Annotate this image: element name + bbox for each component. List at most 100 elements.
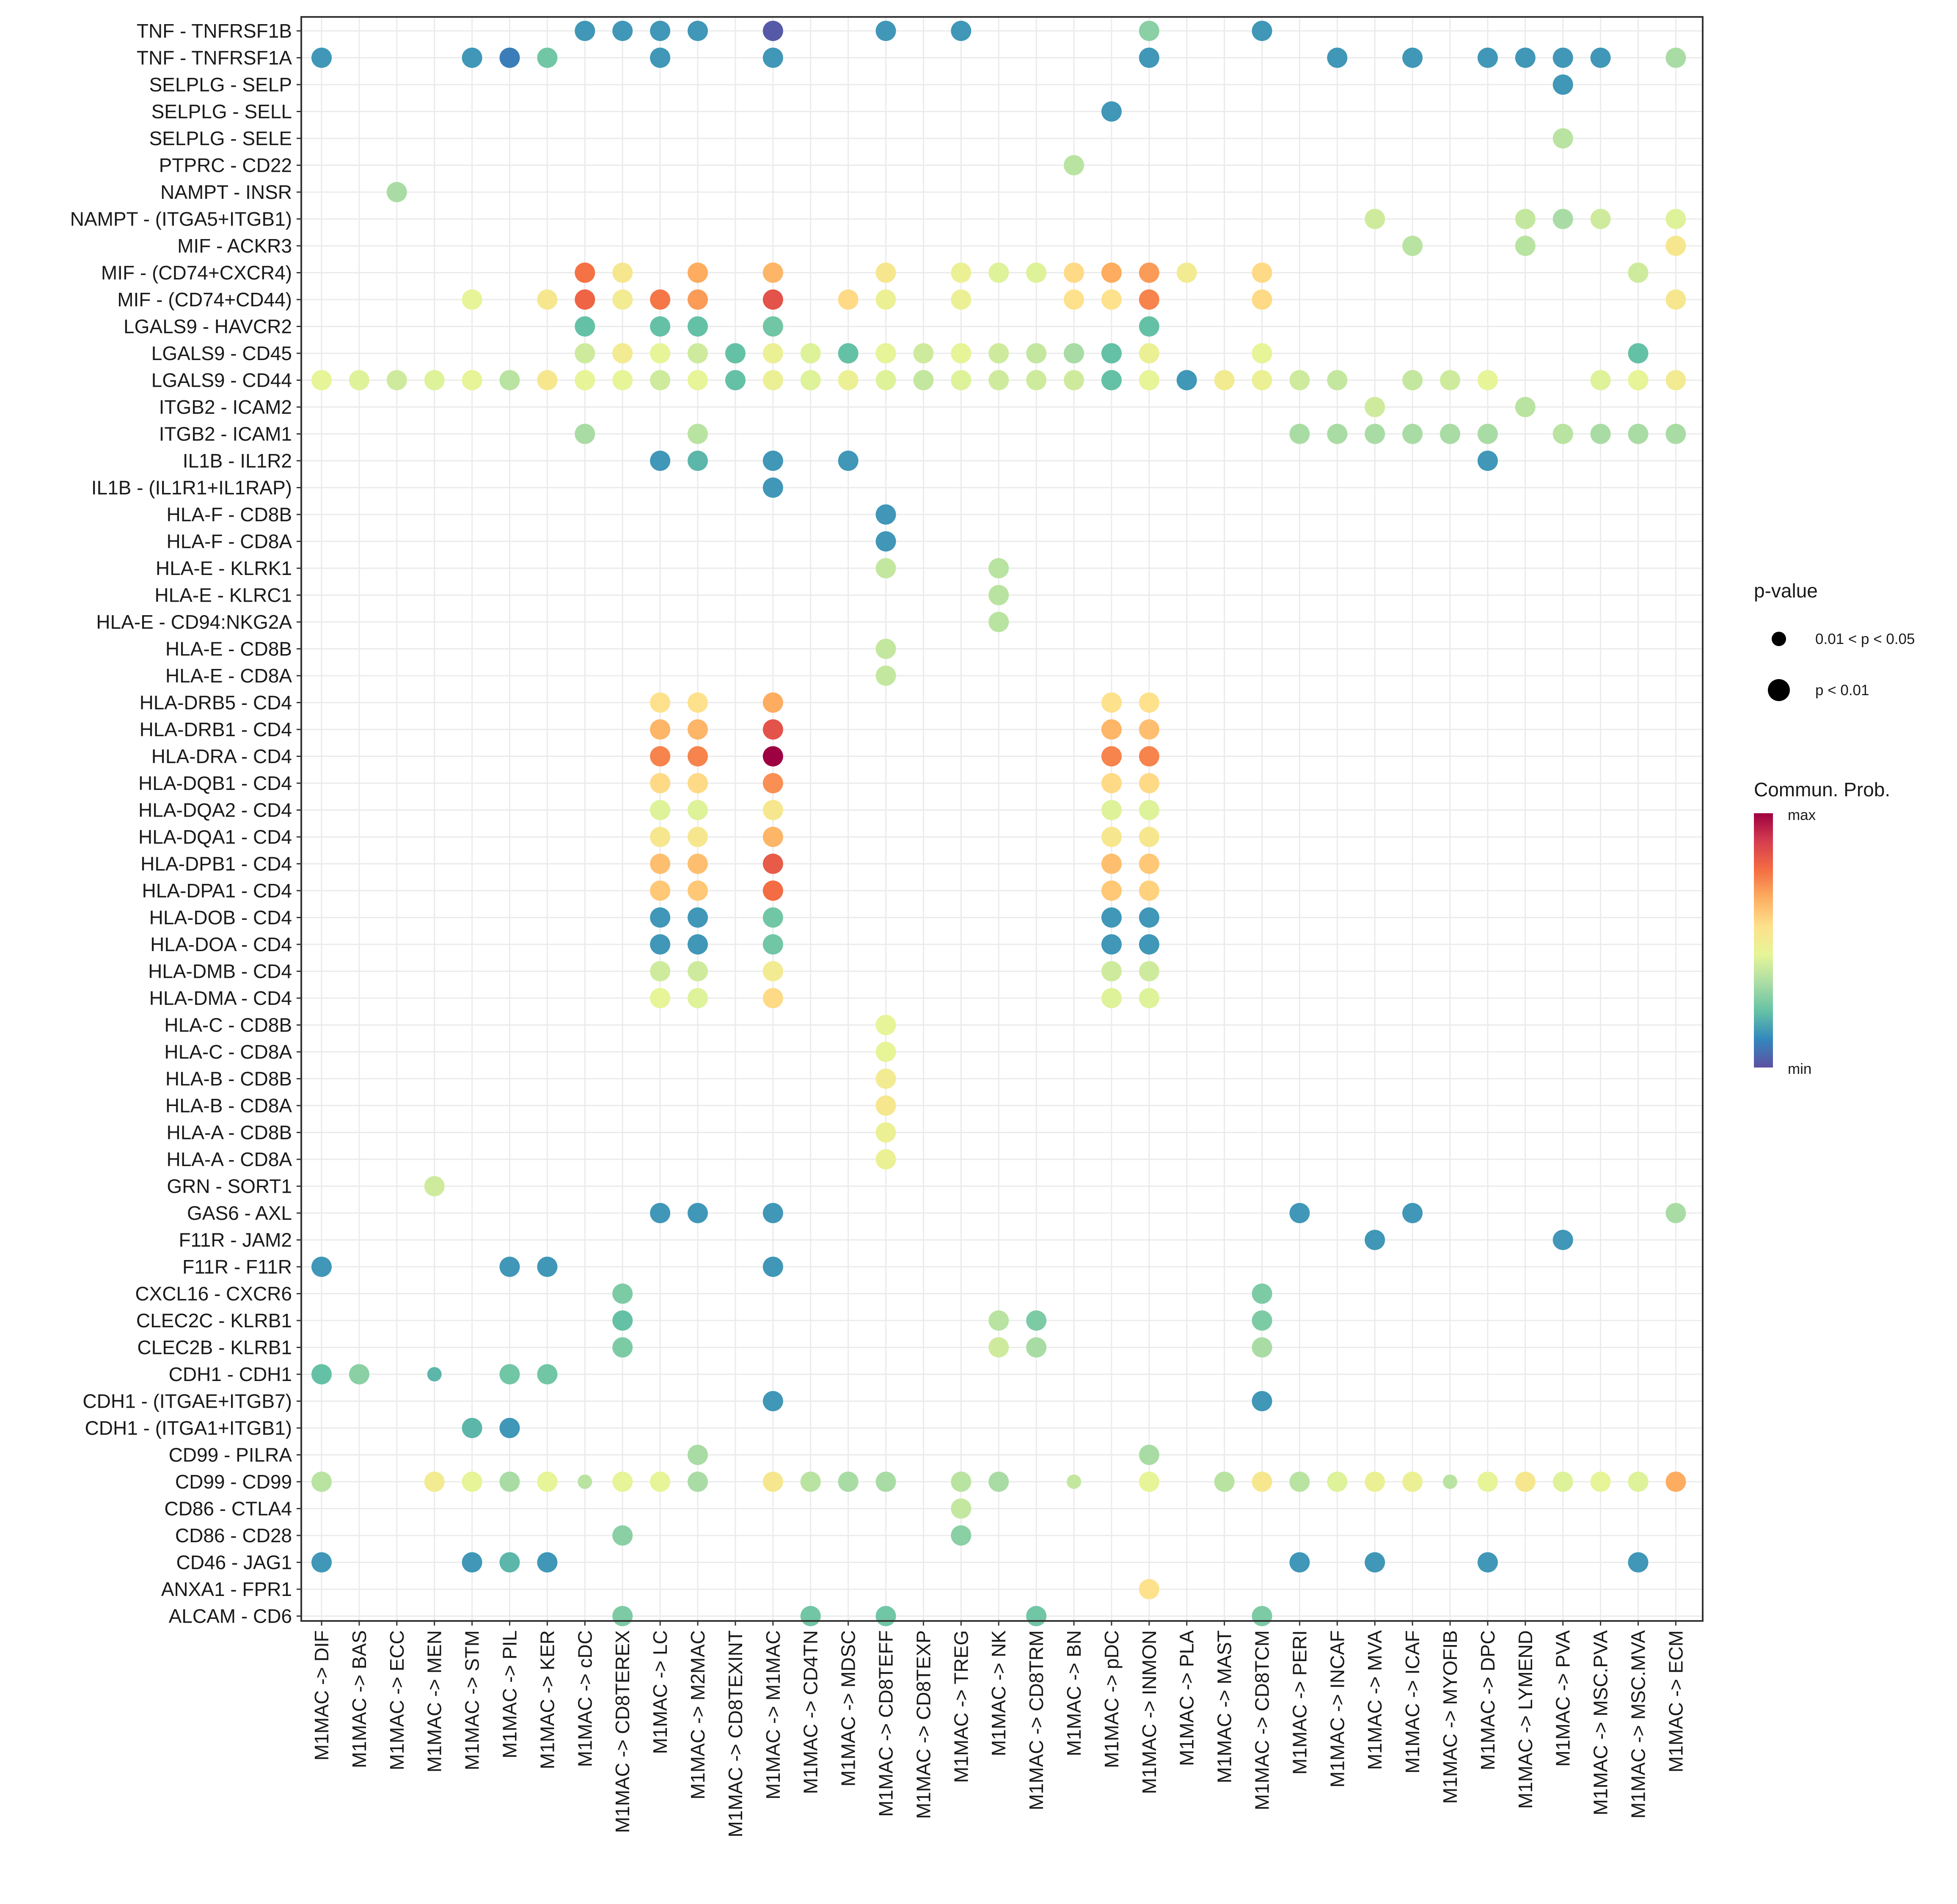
- data-point: [1365, 1552, 1385, 1573]
- data-point: [612, 1283, 633, 1304]
- data-point: [875, 370, 896, 391]
- data-point: [762, 1391, 783, 1411]
- data-point: [311, 1472, 332, 1492]
- y-tick-label: CD99 - CD99: [175, 1471, 292, 1493]
- data-point: [951, 343, 972, 363]
- data-point: [688, 746, 708, 767]
- y-tick-label: CD99 - PILRA: [169, 1444, 292, 1466]
- data-point: [650, 316, 671, 337]
- data-point: [537, 1257, 558, 1277]
- x-tick-label: M1MAC -> CD8TEXINT: [724, 1630, 746, 1837]
- data-point: [688, 692, 708, 713]
- data-point: [650, 961, 671, 982]
- color-legend: Commun. Prob. max min: [1754, 779, 1890, 1077]
- data-point: [838, 343, 859, 363]
- y-tick-label: HLA-DQA2 - CD4: [138, 799, 292, 821]
- data-point: [1101, 289, 1122, 310]
- data-point: [575, 424, 595, 444]
- data-point: [650, 907, 671, 928]
- data-point: [762, 961, 783, 982]
- data-point: [1101, 907, 1122, 928]
- data-point: [875, 1095, 896, 1116]
- data-point: [1402, 1472, 1423, 1492]
- data-point: [612, 21, 633, 41]
- data-point: [1552, 74, 1573, 95]
- data-point: [1139, 1445, 1159, 1465]
- data-point: [1477, 370, 1498, 391]
- data-point: [537, 1364, 558, 1384]
- data-point: [1515, 1472, 1536, 1492]
- y-tick-label: HLA-DMA - CD4: [149, 987, 292, 1009]
- data-point: [1665, 424, 1686, 444]
- y-tick-label: GRN - SORT1: [167, 1175, 292, 1197]
- data-point: [988, 262, 1009, 283]
- data-point: [1214, 1472, 1235, 1492]
- data-point: [951, 21, 972, 41]
- data-point: [1665, 1472, 1686, 1492]
- y-tick-label: GAS6 - AXL: [187, 1202, 292, 1224]
- y-tick-label: TNF - TNFRSF1B: [137, 20, 292, 42]
- data-point: [1101, 692, 1122, 713]
- data-point: [1139, 370, 1159, 391]
- data-point: [1289, 1552, 1310, 1573]
- data-point: [1101, 827, 1122, 847]
- data-point: [612, 262, 633, 283]
- data-point: [688, 719, 708, 740]
- data-point: [1665, 209, 1686, 229]
- data-point: [1628, 262, 1649, 283]
- data-point: [1139, 907, 1159, 928]
- data-point: [1552, 1230, 1573, 1250]
- data-point: [688, 343, 708, 363]
- y-axis-tick-labels: TNF - TNFRSF1B TNF - TNFRSF1A SELPLG - SEL…: [70, 20, 301, 1627]
- data-point: [575, 316, 595, 337]
- data-point: [1101, 961, 1122, 982]
- data-point: [988, 343, 1009, 363]
- y-tick-label: HLA-DPB1 - CD4: [140, 853, 292, 875]
- y-tick-label: MIF - (CD74+CD44): [117, 289, 292, 311]
- data-point: [951, 1525, 972, 1546]
- data-point: [762, 477, 783, 498]
- data-point: [951, 262, 972, 283]
- data-point: [1101, 343, 1122, 363]
- y-tick-label: ITGB2 - ICAM2: [159, 396, 292, 418]
- x-tick-label: M1MAC -> DIF: [311, 1630, 333, 1761]
- data-point: [1327, 47, 1348, 68]
- data-point: [913, 343, 934, 363]
- y-tick-label: HLA-B - CD8A: [165, 1095, 292, 1117]
- y-tick-label: HLA-B - CD8B: [165, 1068, 292, 1090]
- x-tick-label: M1MAC -> TREG: [950, 1630, 972, 1783]
- data-point: [688, 880, 708, 901]
- x-tick-label: M1MAC -> MEN: [424, 1630, 446, 1772]
- data-point: [537, 1472, 558, 1492]
- data-point: [1139, 316, 1159, 337]
- data-point: [1477, 47, 1498, 68]
- data-point: [1139, 1472, 1159, 1492]
- y-tick-label: CD86 - CTLA4: [164, 1498, 292, 1520]
- data-point: [762, 800, 783, 820]
- data-point: [688, 934, 708, 955]
- data-point: [1590, 1472, 1611, 1492]
- x-tick-label: M1MAC -> CD8TEREX: [611, 1630, 633, 1833]
- data-point: [650, 343, 671, 363]
- data-point: [1402, 47, 1423, 68]
- data-point: [462, 1418, 482, 1438]
- x-tick-label: M1MAC -> ECM: [1665, 1630, 1687, 1772]
- data-point: [1402, 424, 1423, 444]
- data-point: [575, 343, 595, 363]
- pvalue-legend-small-dot: [1772, 632, 1786, 646]
- data-point: [578, 1475, 592, 1489]
- data-point: [650, 47, 671, 68]
- data-point: [1515, 209, 1536, 229]
- data-point: [1139, 800, 1159, 820]
- data-point: [1515, 47, 1536, 68]
- y-tick-label: HLA-E - CD94:NKG2A: [96, 611, 292, 633]
- data-point: [1515, 397, 1536, 417]
- data-point: [537, 370, 558, 391]
- data-point: [688, 451, 708, 471]
- y-tick-label: HLA-A - CD8B: [166, 1122, 292, 1144]
- data-point: [1365, 424, 1385, 444]
- data-point: [1477, 424, 1498, 444]
- y-tick-label: ALCAM - CD6: [169, 1605, 292, 1627]
- x-tick-label: M1MAC -> BAS: [348, 1630, 370, 1768]
- data-point: [875, 289, 896, 310]
